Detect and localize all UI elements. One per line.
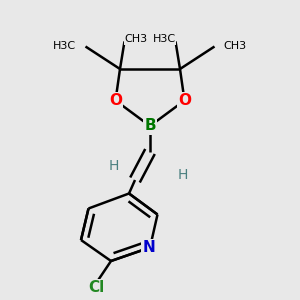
- Text: H: H: [109, 159, 119, 172]
- Text: O: O: [178, 93, 191, 108]
- Text: N: N: [142, 240, 155, 255]
- Text: CH3: CH3: [224, 41, 247, 51]
- Text: H3C: H3C: [53, 41, 76, 51]
- Text: Cl: Cl: [88, 280, 104, 295]
- Text: O: O: [109, 93, 122, 108]
- Text: B: B: [144, 118, 156, 134]
- Text: H: H: [178, 168, 188, 182]
- Text: CH3: CH3: [124, 34, 148, 44]
- Text: H3C: H3C: [152, 34, 176, 44]
